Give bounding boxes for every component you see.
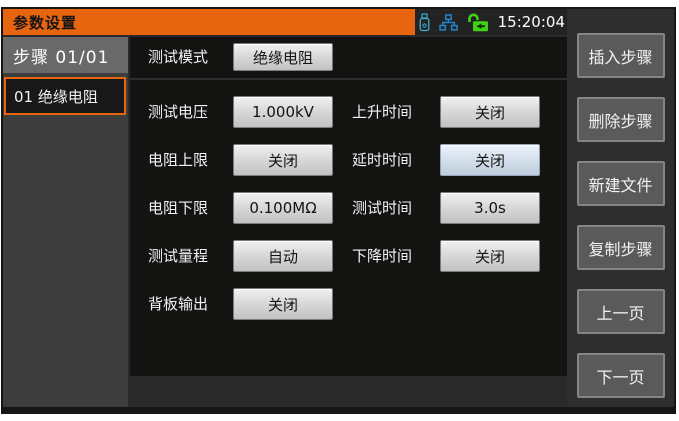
prev-page-button[interactable]: 上一页 bbox=[576, 289, 665, 334]
parameter-panel: 测试模式 绝缘电阻 测试电压 1.000kV 上升时间 关闭 电阻上限 关闭 延… bbox=[130, 37, 567, 376]
unlock-icon bbox=[467, 13, 489, 32]
fall-time-button[interactable]: 关闭 bbox=[440, 240, 540, 272]
test-time-button[interactable]: 3.0s bbox=[440, 192, 540, 224]
next-page-button[interactable]: 下一页 bbox=[576, 353, 665, 398]
status-bar: 15:20:04 bbox=[415, 9, 570, 35]
insert-step-button[interactable]: 插入步骤 bbox=[576, 33, 665, 78]
page-title: 参数设置 bbox=[13, 13, 78, 32]
title-bar: 参数设置 bbox=[3, 9, 415, 35]
test-voltage-button[interactable]: 1.000kV bbox=[233, 96, 333, 128]
param-label-resistance-lower: 电阻下限 bbox=[148, 199, 209, 217]
param-label-rear-output: 背板输出 bbox=[148, 295, 209, 313]
param-label-rise-time: 上升时间 bbox=[352, 103, 413, 121]
section-divider bbox=[130, 78, 567, 80]
param-label-test-mode: 测试模式 bbox=[148, 48, 209, 66]
test-range-button[interactable]: 自动 bbox=[233, 240, 333, 272]
resistance-upper-button[interactable]: 关闭 bbox=[233, 144, 333, 176]
rise-time-button[interactable]: 关闭 bbox=[440, 96, 540, 128]
rear-output-button[interactable]: 关闭 bbox=[233, 288, 333, 320]
param-label-delay-time: 延时时间 bbox=[352, 151, 413, 169]
step-list-item-selected[interactable]: 01 绝缘电阻 bbox=[4, 77, 126, 115]
param-label-fall-time: 下降时间 bbox=[352, 247, 413, 265]
delay-time-button[interactable]: 关闭 bbox=[440, 144, 540, 176]
param-label-test-voltage: 测试电压 bbox=[148, 103, 209, 121]
delete-step-button[interactable]: 删除步骤 bbox=[576, 97, 665, 142]
network-icon bbox=[438, 13, 458, 31]
copy-step-button[interactable]: 复制步骤 bbox=[576, 225, 665, 270]
new-file-button[interactable]: 新建文件 bbox=[576, 161, 665, 206]
param-label-test-range: 测试量程 bbox=[148, 247, 209, 265]
clock: 15:20:04 bbox=[497, 13, 565, 31]
test-mode-button[interactable]: 绝缘电阻 bbox=[233, 43, 333, 71]
usb-icon bbox=[419, 12, 430, 32]
action-sidebar: 插入步骤 删除步骤 新建文件 复制步骤 上一页 下一页 bbox=[567, 9, 674, 407]
step-counter: 步骤 01/01 bbox=[3, 37, 128, 73]
param-label-resistance-upper: 电阻上限 bbox=[148, 151, 209, 169]
resistance-lower-button[interactable]: 0.100MΩ bbox=[233, 192, 333, 224]
step-sidebar: 步骤 01/01 01 绝缘电阻 bbox=[3, 37, 128, 407]
screen: 参数设置 bbox=[3, 9, 674, 407]
param-label-test-time: 测试时间 bbox=[352, 199, 413, 217]
